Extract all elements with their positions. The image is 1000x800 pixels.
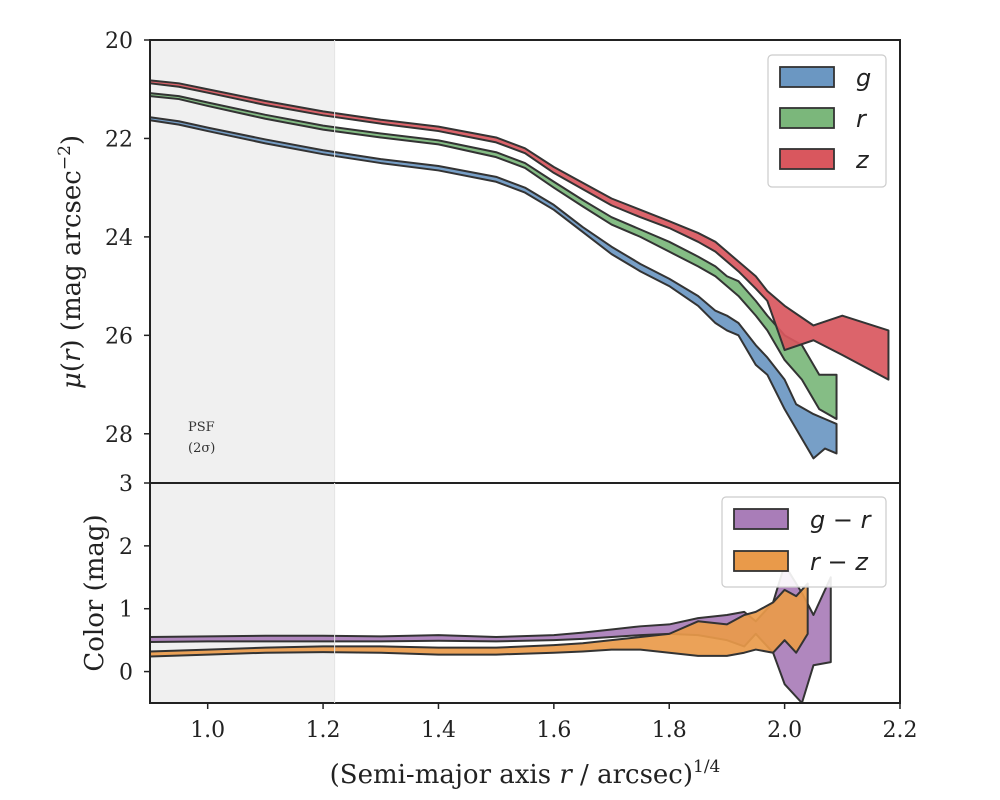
legend-swatch bbox=[779, 148, 835, 170]
legend-label: g bbox=[856, 64, 871, 92]
series-band-z bbox=[149, 79, 890, 381]
x-tick-label: 1.0 bbox=[190, 718, 225, 743]
bottom-panel: 0 1 2 3 1.0 1.2 1.4 1.6 1.8 2.0 2.2 Color (mag) (… bbox=[80, 472, 918, 790]
x-tick-label: 1.8 bbox=[652, 718, 687, 743]
bottom-series-group bbox=[149, 563, 832, 704]
y-tick-label: 26 bbox=[105, 324, 133, 349]
legend-swatch bbox=[733, 550, 789, 572]
legend-swatch bbox=[779, 66, 835, 88]
legend-swatch bbox=[733, 508, 789, 530]
x-tick-label: 2.2 bbox=[883, 718, 918, 743]
top-y-axis-ticks: 20 22 24 26 28 bbox=[105, 29, 150, 448]
bottom-panel-frame bbox=[149, 482, 901, 704]
y-tick-label: 24 bbox=[105, 226, 133, 251]
x-tick-label: 1.2 bbox=[306, 718, 341, 743]
y-tick-label: 20 bbox=[105, 29, 133, 54]
y-tick-label: 0 bbox=[119, 661, 133, 686]
y-tick-label: 1 bbox=[119, 598, 133, 623]
bottom-legend: g − r r − z bbox=[721, 496, 887, 588]
y-tick-label: 22 bbox=[105, 127, 133, 152]
x-axis-title: (Semi-major axis r / arcsec)1/4 bbox=[330, 757, 721, 790]
bottom-y-axis-title: Color (mag) bbox=[80, 514, 110, 671]
x-tick-label: 2.0 bbox=[767, 718, 802, 743]
bottom-y-axis-ticks: 0 1 2 3 bbox=[119, 472, 150, 686]
y-tick-label: 3 bbox=[119, 472, 133, 497]
legend-label: z bbox=[855, 146, 870, 174]
series-band-r bbox=[149, 92, 838, 421]
legend-swatch bbox=[779, 107, 835, 129]
y-tick-label: 2 bbox=[119, 535, 133, 560]
top-legend: grz bbox=[767, 54, 887, 188]
legend-label: g − r bbox=[810, 506, 873, 534]
series-band-r-minus-z bbox=[149, 582, 809, 658]
legend-label: r − z bbox=[810, 548, 869, 576]
legend-label: r bbox=[856, 105, 868, 133]
x-tick-label: 1.6 bbox=[536, 718, 571, 743]
x-tick-label: 1.4 bbox=[421, 718, 456, 743]
x-axis-ticks: 1.0 1.2 1.4 1.6 1.8 2.0 2.2 bbox=[190, 703, 918, 743]
psf-label-line2: (2σ) bbox=[188, 441, 215, 456]
y-tick-label: 28 bbox=[105, 423, 133, 448]
top-y-axis-title: μ(r) (mag arcsec−2) bbox=[55, 135, 87, 389]
psf-shaded-region-bottom bbox=[150, 483, 335, 703]
series-band-g bbox=[149, 116, 838, 460]
top-series-group bbox=[149, 79, 890, 460]
psf-label-line1: PSF bbox=[188, 420, 215, 435]
psf-shaded-region bbox=[150, 40, 335, 483]
